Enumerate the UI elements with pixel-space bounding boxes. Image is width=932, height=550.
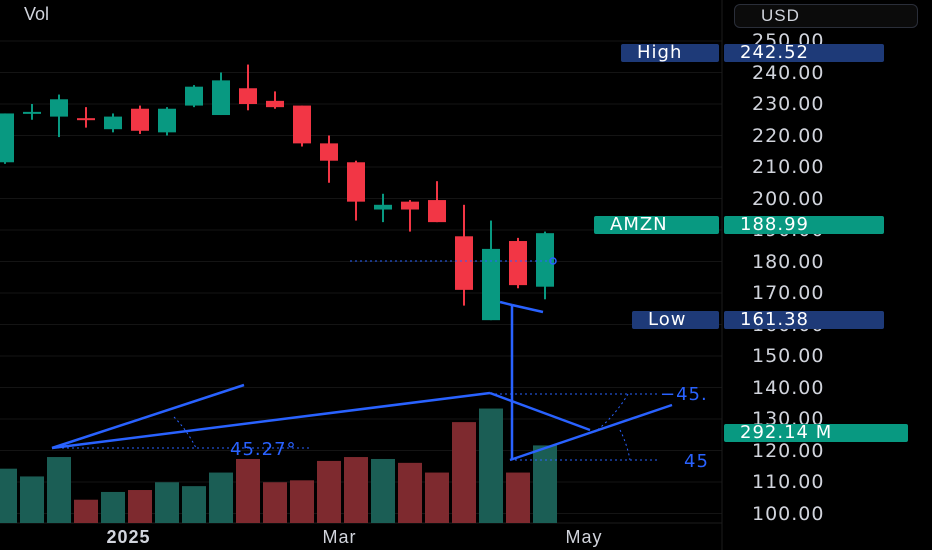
trend-line xyxy=(489,391,591,432)
price-tick-label: 140.00 xyxy=(752,376,825,399)
candle-body xyxy=(50,99,68,117)
currency-button[interactable]: USD xyxy=(734,4,918,28)
candle-body xyxy=(239,88,257,104)
low-marker-value: 161.38 xyxy=(724,311,884,330)
candle-body xyxy=(509,241,527,286)
angle-label-left: 45.27° xyxy=(230,439,297,460)
price-tick-label: 100.00 xyxy=(752,502,825,525)
price-tick-label: 150.00 xyxy=(752,345,825,367)
volume-value-label: 292.14 M xyxy=(724,424,908,443)
volume-bar xyxy=(344,457,368,523)
angle-label-right-top: −45. xyxy=(660,384,708,405)
volume-bar xyxy=(128,490,152,523)
volume-bar xyxy=(506,472,530,523)
volume-bar xyxy=(398,462,422,523)
candle-body xyxy=(131,108,149,131)
volume-bar xyxy=(371,458,395,523)
trend-line xyxy=(511,303,544,314)
price-tick-label: 110.00 xyxy=(752,471,825,493)
price-tick-label: 230.00 xyxy=(752,93,825,115)
volume-bar xyxy=(317,460,341,523)
price-tick-label: 240.00 xyxy=(752,61,825,84)
volume-bar xyxy=(209,472,233,523)
volume-bar xyxy=(20,476,44,523)
time-tick-label: May xyxy=(565,527,603,547)
candle-body xyxy=(428,200,446,223)
price-guide-handle xyxy=(549,257,557,265)
angle-arc xyxy=(619,429,631,461)
price-tick-label: 210.00 xyxy=(752,156,825,178)
symbol-price-label: AMZN xyxy=(594,215,719,234)
candle-body xyxy=(374,204,392,210)
volume-bar xyxy=(236,458,260,523)
trend-line xyxy=(51,391,491,450)
candlesticks xyxy=(0,64,554,321)
candle-body xyxy=(158,108,176,133)
angle-arc xyxy=(594,393,629,433)
volume-bar xyxy=(155,482,179,523)
trend-line xyxy=(509,403,673,462)
price-tick-label: 180.00 xyxy=(752,250,825,273)
price-tick-label: 200.00 xyxy=(752,187,825,210)
candle-body xyxy=(455,236,473,290)
volume-bar xyxy=(47,457,71,523)
candle-body xyxy=(320,143,338,161)
volume-bar xyxy=(290,480,314,523)
candle-body xyxy=(77,118,95,121)
time-tick-label: 2025 xyxy=(106,527,151,547)
candle-body xyxy=(347,162,365,202)
low-marker-label: Low xyxy=(632,311,719,330)
volume-bar xyxy=(263,482,287,523)
candle-body xyxy=(536,233,554,287)
volume-bar xyxy=(452,422,476,523)
trend-line xyxy=(499,300,513,307)
volume-bar xyxy=(0,468,17,523)
volume-bars xyxy=(0,408,557,523)
volume-bar xyxy=(74,499,98,523)
price-tick-label: 120.00 xyxy=(752,439,825,462)
volume-bar xyxy=(101,491,125,523)
angle-arc xyxy=(173,416,197,449)
candle-body xyxy=(212,80,230,116)
drawing-tools xyxy=(51,257,673,462)
high-marker-label: High xyxy=(621,44,719,63)
candle-body xyxy=(482,248,500,321)
volume-bar xyxy=(182,486,206,523)
candle-body xyxy=(0,113,14,163)
candle-body xyxy=(293,105,311,144)
angle-label-right-bottom: 45 xyxy=(684,451,709,472)
volume-bar xyxy=(425,472,449,523)
candle-body xyxy=(401,201,419,210)
time-tick-label: Mar xyxy=(322,527,357,547)
candle-body xyxy=(266,100,284,108)
last-price-value: 188.99 xyxy=(724,215,884,234)
trend-line xyxy=(51,383,245,450)
volume-bar xyxy=(479,408,503,523)
volume-bar xyxy=(533,445,557,523)
candle-body xyxy=(23,111,41,114)
high-marker-value: 242.52 xyxy=(724,44,884,63)
price-tick-label: 220.00 xyxy=(752,124,825,147)
price-tick-label: 170.00 xyxy=(752,282,825,304)
volume-label: Vol xyxy=(24,4,50,24)
candle-body xyxy=(185,86,203,106)
candle-body xyxy=(104,116,122,130)
